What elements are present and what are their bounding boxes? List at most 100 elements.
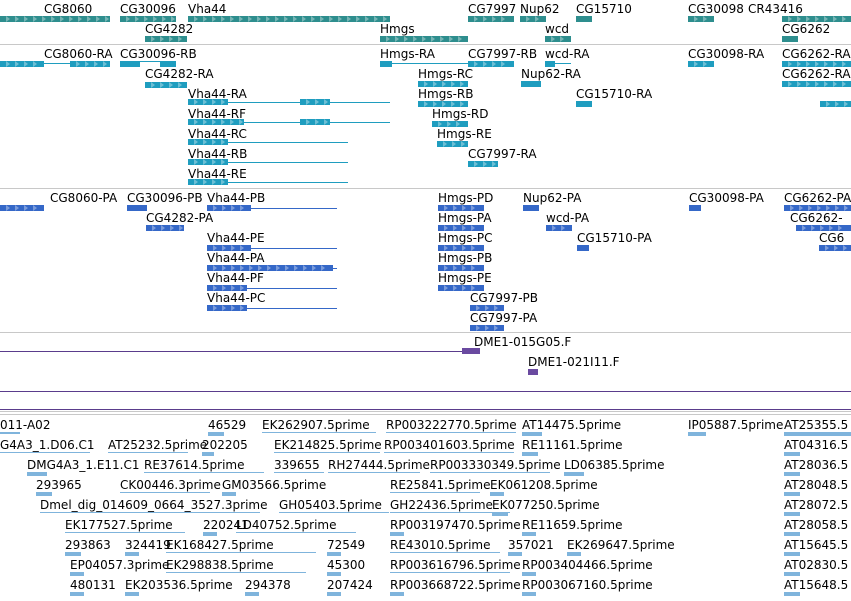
est-glyph[interactable] [245, 592, 259, 596]
protein-glyph[interactable] [438, 265, 484, 271]
gene-glyph[interactable] [145, 36, 187, 42]
transcript-glyph[interactable] [437, 141, 468, 147]
est-glyph[interactable] [222, 492, 236, 496]
protein-glyph[interactable] [796, 225, 851, 231]
protein-glyph-line[interactable] [207, 308, 337, 309]
est-glyph[interactable] [522, 452, 538, 456]
protein-label[interactable]: CG15710-PA [577, 231, 652, 245]
transcript-label[interactable]: CG6262-RA [782, 67, 851, 81]
transcript-glyph[interactable] [782, 61, 851, 67]
est-glyph-line[interactable] [108, 452, 188, 453]
est-label[interactable]: RP003067160.5prime [522, 578, 653, 592]
est-label[interactable]: 202205 [202, 438, 248, 452]
protein-label[interactable]: wcd-PA [546, 211, 590, 225]
protein-glyph[interactable] [819, 245, 851, 251]
est-label[interactable]: 293965 [36, 478, 82, 492]
protein-glyph[interactable] [0, 205, 44, 211]
transcript-glyph-line[interactable] [188, 142, 348, 143]
gene-label[interactable]: CG30096 [120, 2, 176, 16]
transcript-glyph[interactable] [70, 61, 110, 67]
protein-glyph[interactable] [207, 285, 247, 291]
protein-label[interactable]: CG6262-PA [784, 191, 851, 205]
est-label[interactable]: GM03566.5prime [222, 478, 327, 492]
est-label[interactable]: EP04057.3prime [70, 558, 170, 572]
est-glyph-line[interactable] [390, 572, 510, 573]
transcript-glyph-line[interactable] [0, 63, 110, 64]
protein-glyph-line[interactable] [207, 208, 337, 209]
gene-glyph[interactable] [688, 16, 714, 22]
protein-glyph[interactable] [546, 225, 572, 231]
transcript-label[interactable]: CG7997-RB [468, 47, 538, 61]
proteins-track[interactable]: CG8060-PA CG30096-PB Vha44-PB Hmgs-PD Nup62-… [0, 189, 851, 332]
est-glyph[interactable] [490, 492, 504, 496]
transcript-label[interactable]: wcd-RA [545, 47, 590, 61]
gene-label[interactable]: wcd [545, 22, 570, 36]
est-label[interactable]: 480131 [70, 578, 116, 592]
est-label[interactable]: RE25841.5prime [390, 478, 491, 492]
est-glyph[interactable] [70, 572, 84, 576]
gene-glyph[interactable] [0, 16, 110, 22]
est-glyph-line[interactable] [279, 512, 389, 513]
est-label[interactable]: EK298838.5prime [166, 558, 274, 572]
est-glyph[interactable] [784, 472, 800, 476]
transcript-glyph-line[interactable] [120, 61, 176, 62]
transcript-glyph-line[interactable] [188, 182, 348, 183]
transcript-glyph[interactable] [820, 101, 851, 107]
gene-label[interactable]: Vha44 [188, 2, 227, 16]
protein-label[interactable]: Nup62-PA [523, 191, 582, 205]
est-label[interactable]: EK061208.5prime [490, 478, 598, 492]
est-glyph[interactable] [564, 472, 584, 476]
protein-glyph-line[interactable] [207, 248, 337, 249]
protein-glyph[interactable] [784, 205, 851, 211]
gene-label[interactable]: CG15710 [576, 2, 632, 16]
est-glyph-line[interactable] [144, 472, 264, 473]
est-glyph[interactable] [784, 552, 800, 556]
est-glyph[interactable] [36, 492, 52, 496]
transcript-glyph[interactable] [782, 81, 851, 87]
est-glyph[interactable] [522, 572, 536, 576]
est-glyph-line[interactable] [386, 432, 516, 433]
est-glyph[interactable] [65, 552, 81, 556]
est-label[interactable]: RP003401603.5prime [384, 438, 515, 452]
transcript-glyph[interactable] [576, 101, 592, 107]
clone-label[interactable]: DME1-015G05.F [474, 335, 572, 349]
est-label[interactable]: RP003404466.5prime [522, 558, 653, 572]
gene-glyph[interactable] [120, 16, 176, 22]
genes-track[interactable]: CG8060 CG30096 Vha44 CG7997 Nup62 CG15710 CG30… [0, 0, 851, 44]
est-glyph-line[interactable] [430, 472, 550, 473]
protein-label[interactable]: Hmgs-PA [438, 211, 492, 225]
est-label[interactable]: AT28048.5 [784, 478, 849, 492]
transcript-glyph[interactable] [468, 61, 514, 67]
est-glyph-line[interactable] [166, 552, 316, 553]
protein-glyph[interactable] [127, 205, 147, 211]
transcript-glyph[interactable] [380, 61, 392, 67]
gene-glyph[interactable] [380, 36, 468, 42]
clone-glyph-line[interactable] [0, 409, 851, 410]
est-label[interactable]: RE11161.5prime [522, 438, 623, 452]
est-label[interactable]: AT28072.5 [784, 498, 849, 512]
gene-label[interactable]: Hmgs [380, 22, 415, 36]
protein-glyph[interactable] [689, 205, 701, 211]
est-glyph[interactable] [784, 592, 800, 596]
gene-label[interactable]: CG7997 [468, 2, 517, 16]
est-glyph[interactable] [327, 552, 341, 556]
est-glyph-line[interactable] [390, 512, 510, 513]
transcript-glyph[interactable] [160, 61, 176, 67]
transcript-glyph-line[interactable] [188, 122, 390, 123]
protein-glyph[interactable] [146, 225, 184, 231]
protein-label[interactable]: CG30096-PB [127, 191, 203, 205]
clone-glyph-line[interactable] [0, 351, 470, 352]
gene-glyph[interactable] [782, 36, 798, 42]
est-glyph-line[interactable] [166, 572, 306, 573]
protein-glyph[interactable] [577, 245, 589, 251]
est-glyph[interactable] [208, 432, 224, 436]
transcript-glyph[interactable] [418, 81, 468, 87]
est-glyph[interactable] [567, 552, 581, 556]
est-label[interactable]: RP003197470.5prime [390, 518, 521, 532]
transcript-label[interactable]: CG30098-RA [688, 47, 765, 61]
clone-glyph-line[interactable] [0, 391, 851, 392]
protein-label[interactable]: Hmgs-PD [438, 191, 494, 205]
gene-label[interactable]: Nup62 [520, 2, 560, 16]
est-label[interactable]: RE11659.5prime [522, 518, 623, 532]
